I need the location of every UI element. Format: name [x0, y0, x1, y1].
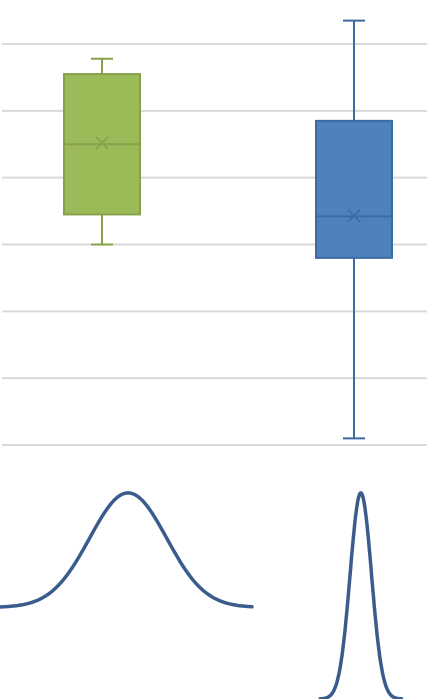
mean-marker — [95, 136, 109, 150]
box-2 — [315, 19, 393, 440]
mean-marker — [347, 209, 361, 223]
distribution-curves — [0, 491, 404, 699]
curve-2 — [318, 491, 404, 699]
curve-1 — [0, 491, 254, 609]
box-plots — [63, 19, 393, 440]
box-body — [315, 119, 393, 259]
box-1 — [63, 57, 141, 246]
